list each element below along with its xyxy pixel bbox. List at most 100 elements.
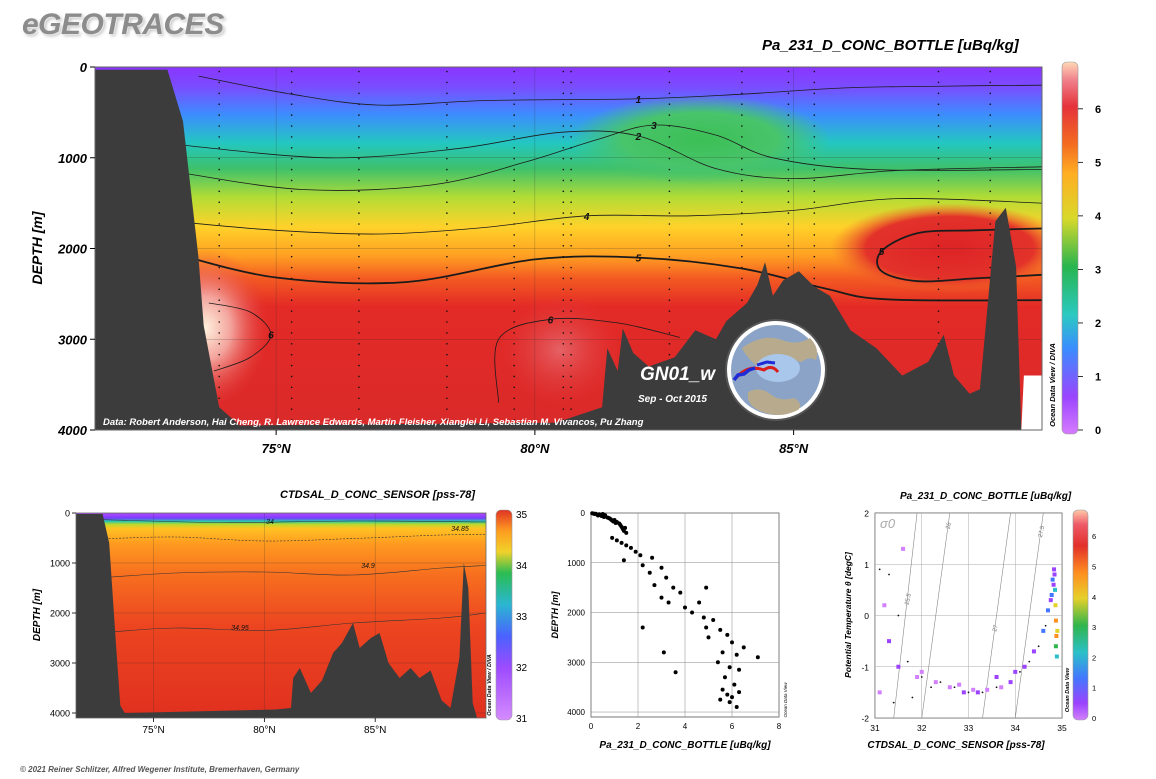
sal-contour-label: 34.95	[231, 625, 249, 632]
sample-dot	[358, 190, 360, 193]
ts-black-point	[939, 681, 942, 684]
sample-dot	[562, 353, 565, 356]
sample-dot	[513, 321, 515, 323]
sample-dot	[218, 244, 220, 247]
contour-line-6	[208, 302, 272, 372]
sample-dot	[937, 70, 940, 73]
sample-dot	[937, 146, 940, 149]
ts-colored-point	[1054, 654, 1059, 659]
sample-dot	[989, 234, 992, 236]
sample-dot	[218, 81, 220, 84]
ts-cbar-label: 0	[1092, 714, 1096, 723]
sample-dot	[813, 81, 816, 84]
ts-colored-point	[971, 687, 976, 692]
contour-label: 6	[548, 315, 554, 326]
ts-cbar-label: 2	[1092, 653, 1096, 662]
sal-cbar-label: 35	[516, 510, 528, 521]
sample-dot	[937, 277, 940, 280]
ts-colored-point	[999, 685, 1004, 690]
profile-point	[720, 650, 725, 655]
sample-dot	[570, 190, 572, 193]
ts-black-point	[1028, 660, 1031, 663]
sample-dot	[358, 212, 360, 214]
sample-dot	[741, 244, 743, 247]
sample-dot	[787, 223, 790, 225]
profile-xtick-label: 8	[777, 722, 782, 731]
profile-ytick-label: 4000	[567, 708, 585, 717]
sample-dot	[668, 103, 671, 106]
sample-dot	[513, 397, 515, 400]
profile-xtick-label: 6	[730, 722, 735, 731]
sample-dot	[218, 342, 220, 345]
sample-dot	[513, 234, 515, 236]
sample-dot	[446, 332, 448, 334]
sample-dot	[668, 321, 671, 323]
sample-dot	[218, 103, 220, 106]
contour-label: 2	[635, 132, 642, 143]
profile-point	[718, 697, 723, 702]
sample-dot	[358, 342, 360, 345]
sample-dot	[562, 223, 565, 225]
sample-dot	[513, 342, 515, 345]
sample-dot	[989, 179, 992, 182]
sample-dot	[562, 92, 565, 95]
sample-dot	[813, 114, 816, 116]
sample-dot	[787, 244, 790, 247]
sample-dot	[446, 212, 448, 214]
ts-colored-point	[1049, 593, 1054, 597]
sample-dot	[446, 103, 448, 106]
sample-dot	[358, 168, 360, 171]
main-cbar-label: 1	[1095, 371, 1101, 383]
sample-dot	[989, 244, 992, 247]
sample-dot	[989, 157, 992, 160]
sal-contour-line	[98, 534, 486, 542]
main-ytick-label: 0	[80, 60, 88, 75]
sample-dot	[813, 146, 816, 149]
ts-cbar-label: 6	[1092, 532, 1096, 541]
sample-dot	[358, 201, 360, 204]
ts-xlabel: CTDSAL_D_CONC_SENSOR [pss-78]	[867, 740, 1045, 751]
main-cbar-label: 0	[1095, 425, 1101, 437]
sample-dot	[290, 277, 293, 280]
sal-bathymetry	[76, 514, 478, 718]
profile-point	[725, 692, 730, 697]
sample-dot	[290, 364, 293, 367]
brand-logo: eGEOTRACES	[22, 8, 224, 41]
sample-dot	[813, 92, 816, 95]
sample-dot	[513, 310, 515, 312]
sample-dot	[358, 125, 360, 127]
sample-dot	[787, 234, 790, 236]
cruise-dates: Sep - Oct 2015	[638, 394, 707, 405]
sample-dot	[741, 179, 743, 182]
ts-colored-point	[961, 690, 966, 695]
sample-dot	[513, 277, 515, 280]
sal-cbar-label: 33	[516, 612, 528, 623]
sample-dot	[570, 342, 572, 345]
sample-dot	[290, 234, 293, 236]
sample-dot	[358, 332, 360, 334]
sample-dot	[446, 201, 448, 204]
sample-dot	[787, 81, 790, 84]
sample-dot	[668, 255, 671, 258]
ts-colored-point	[919, 669, 924, 674]
sample-dot	[513, 103, 515, 106]
sample-dot	[446, 81, 448, 84]
sal-cbar-label: 34	[516, 561, 528, 572]
sample-dot	[446, 157, 448, 160]
profile-point	[647, 570, 652, 575]
sample-dot	[937, 234, 940, 236]
contour-line-4	[172, 198, 1042, 235]
profile-point	[638, 553, 643, 558]
sample-dot	[570, 364, 572, 367]
sample-dot	[787, 201, 790, 204]
sample-dot	[513, 125, 515, 127]
sample-dot	[218, 288, 220, 291]
profile-point	[732, 682, 737, 687]
profile-point	[664, 575, 669, 580]
sample-dot	[446, 408, 448, 410]
sample-dot	[787, 190, 790, 193]
sample-dot	[446, 114, 448, 116]
ts-colored-point	[1048, 598, 1053, 603]
ts-cbar-label: 1	[1092, 684, 1096, 693]
